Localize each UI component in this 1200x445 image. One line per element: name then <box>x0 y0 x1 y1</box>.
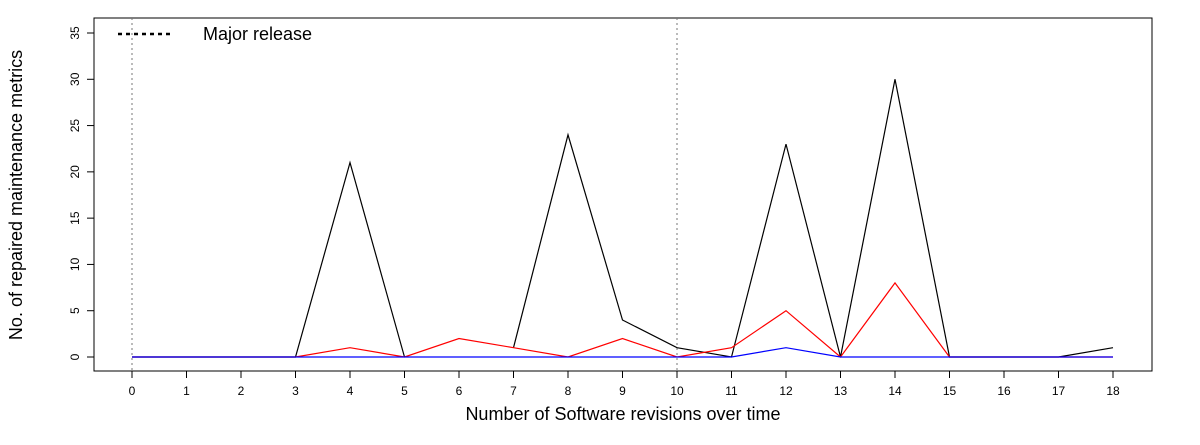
y-tick-label: 15 <box>68 211 82 225</box>
x-tick-label: 9 <box>619 384 626 398</box>
y-tick-label: 0 <box>68 353 82 360</box>
x-tick-label: 6 <box>456 384 463 398</box>
major-release-lines <box>131 18 678 371</box>
plot-frame <box>93 17 1153 372</box>
x-tick-label: 4 <box>347 384 354 398</box>
legend: Major release <box>118 24 312 44</box>
series-line-1 <box>512 79 1114 358</box>
x-axis-title: Number of Software revisions over time <box>465 404 780 424</box>
x-axis: 0 1 2 3 4 5 6 7 8 9 10 11 12 13 14 15 16 17 18 <box>129 370 1120 398</box>
x-tick-label: 12 <box>779 384 793 398</box>
series-line-1 <box>132 160 406 358</box>
x-tick-label: 18 <box>1106 384 1120 398</box>
series-layer <box>132 79 1114 358</box>
x-tick-label: 8 <box>565 384 572 398</box>
y-tick-label: 25 <box>68 119 82 133</box>
x-tick-label: 2 <box>238 384 245 398</box>
x-tick-label: 16 <box>997 384 1011 398</box>
series-line-3 <box>132 347 1113 358</box>
legend-label: Major release <box>203 24 312 44</box>
y-tick-label: 10 <box>68 257 82 271</box>
y-tick-label: 35 <box>68 26 82 40</box>
x-tick-label: 1 <box>183 384 190 398</box>
y-tick-label: 30 <box>68 72 82 86</box>
y-axis-title: No. of repaired maintenance metrics <box>6 50 26 340</box>
y-tick-label: 20 <box>68 165 82 179</box>
x-tick-label: 5 <box>401 384 408 398</box>
x-tick-label: 13 <box>834 384 848 398</box>
x-tick-label: 7 <box>510 384 517 398</box>
x-tick-label: 11 <box>725 384 738 398</box>
x-tick-label: 15 <box>943 384 957 398</box>
y-axis: 0 5 10 15 20 25 30 35 <box>68 26 95 360</box>
y-tick-label: 5 <box>68 307 82 314</box>
x-tick-label: 14 <box>888 384 902 398</box>
x-tick-label: 10 <box>670 384 684 398</box>
x-tick-label: 3 <box>292 384 299 398</box>
x-tick-label: 17 <box>1052 384 1066 398</box>
x-tick-label: 0 <box>129 384 136 398</box>
